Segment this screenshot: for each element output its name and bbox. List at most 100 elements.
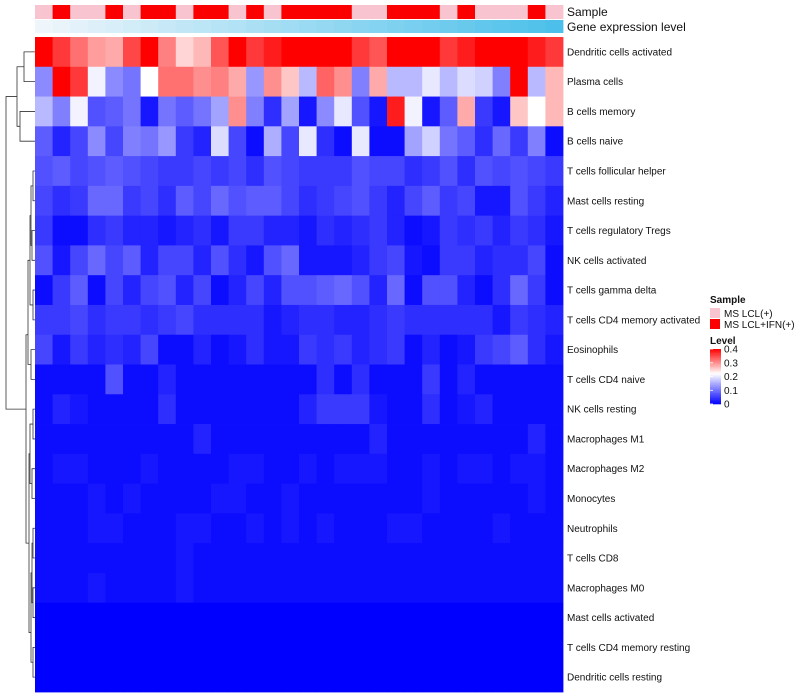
heatmap-cell bbox=[140, 156, 159, 187]
heatmap-cell bbox=[246, 394, 265, 425]
heatmap-cell bbox=[158, 602, 177, 633]
heatmap-cell bbox=[193, 543, 212, 574]
sample-annotation-cell bbox=[123, 5, 141, 19]
heatmap-cell bbox=[422, 394, 441, 425]
heatmap-cell bbox=[105, 245, 124, 276]
heatmap-cell bbox=[527, 453, 546, 484]
expression-annotation-cell bbox=[281, 20, 300, 33]
heatmap-cell bbox=[475, 185, 493, 217]
heatmap-cell bbox=[193, 126, 212, 157]
heatmap-cell bbox=[299, 215, 317, 246]
expression-annotation-cell bbox=[263, 20, 282, 33]
heatmap-cell bbox=[545, 66, 564, 97]
heatmap-cell bbox=[281, 126, 300, 157]
heatmap-cell bbox=[140, 424, 159, 455]
level-colorbar-segment bbox=[710, 360, 721, 362]
heatmap-cell bbox=[123, 275, 141, 306]
row-label: B cells naive bbox=[567, 137, 624, 148]
heatmap-cell bbox=[334, 275, 353, 306]
heatmap-cell bbox=[175, 156, 194, 187]
sample-annotation-label: Sample bbox=[567, 5, 608, 19]
heatmap-cell bbox=[422, 304, 441, 336]
dendrogram-branch bbox=[32, 289, 35, 321]
heatmap-cell bbox=[510, 66, 529, 97]
heatmap-cell bbox=[387, 126, 405, 157]
heatmap-cell bbox=[422, 126, 441, 157]
heatmap-cell bbox=[387, 602, 405, 633]
row-label: T cells follicular helper bbox=[567, 167, 666, 178]
heatmap-cell bbox=[351, 632, 370, 663]
heatmap-cell bbox=[387, 662, 405, 693]
heatmap-cell bbox=[87, 364, 106, 395]
level-tick-label: 0 bbox=[724, 400, 730, 411]
dendrogram-branch bbox=[32, 587, 35, 618]
heatmap-cell bbox=[510, 364, 529, 395]
heatmap-cell bbox=[334, 245, 353, 276]
heatmap-cell bbox=[439, 334, 458, 365]
sample-legend-label: MS LCL+IFN(+) bbox=[724, 320, 795, 331]
heatmap-cell bbox=[351, 453, 370, 484]
level-colorbar-segment bbox=[710, 382, 721, 384]
heatmap-cell bbox=[492, 394, 511, 425]
heatmap-cell bbox=[351, 37, 370, 68]
heatmap-cell bbox=[422, 543, 441, 574]
heatmap-cell bbox=[52, 66, 71, 97]
heatmap-cell bbox=[351, 245, 370, 276]
heatmap-cell bbox=[246, 483, 265, 514]
heatmap-cell bbox=[369, 364, 388, 395]
heatmap-cell bbox=[316, 483, 335, 514]
expression-annotation-cell bbox=[87, 20, 106, 33]
dendrogram-branch bbox=[16, 66, 24, 127]
heatmap-cell bbox=[70, 96, 89, 127]
heatmap-cell bbox=[510, 572, 529, 604]
heatmap-cell bbox=[211, 334, 229, 365]
heatmap-cell bbox=[158, 245, 177, 276]
level-colorbar-segment bbox=[710, 399, 721, 402]
heatmap-cell bbox=[475, 483, 493, 514]
sample-annotation-cell bbox=[439, 5, 458, 19]
heatmap-cell bbox=[545, 483, 564, 514]
level-colorbar-segment bbox=[710, 369, 721, 372]
heatmap-cell bbox=[193, 334, 212, 365]
sample-annotation-cell bbox=[52, 5, 71, 19]
heatmap-cell bbox=[351, 156, 370, 187]
heatmap-cell bbox=[404, 513, 423, 544]
heatmap-cell bbox=[457, 37, 476, 68]
heatmap-cell bbox=[351, 275, 370, 306]
heatmap-cell bbox=[70, 543, 89, 574]
heatmap-cell bbox=[545, 453, 564, 484]
expression-annotation-cell bbox=[299, 20, 317, 33]
level-tick-label: 0.2 bbox=[724, 372, 738, 383]
heatmap-cell bbox=[387, 96, 405, 127]
heatmap-cell bbox=[492, 37, 511, 68]
heatmap-cell bbox=[545, 156, 564, 187]
level-colorbar-segment bbox=[710, 379, 721, 381]
heatmap-cell bbox=[510, 96, 529, 127]
heatmap-cell bbox=[404, 453, 423, 484]
heatmap-cell bbox=[228, 543, 247, 574]
heatmap-cell bbox=[281, 185, 300, 217]
heatmap-cell bbox=[457, 66, 476, 97]
level-colorbar-segment bbox=[710, 397, 721, 399]
heatmap-cell bbox=[404, 602, 423, 633]
heatmap-cell bbox=[228, 37, 247, 68]
heatmap-cell bbox=[281, 215, 300, 246]
heatmap-cell bbox=[475, 543, 493, 574]
heatmap-cell bbox=[369, 304, 388, 336]
heatmap-cell bbox=[123, 304, 141, 336]
heatmap-cell bbox=[263, 126, 282, 157]
heatmap-cell bbox=[211, 275, 229, 306]
level-colorbar-segment bbox=[710, 364, 721, 366]
heatmap-cell bbox=[510, 513, 529, 544]
heatmap-cell bbox=[281, 364, 300, 395]
heatmap-cell bbox=[316, 662, 335, 693]
heatmap-cell bbox=[316, 453, 335, 484]
expression-annotation-cell bbox=[211, 20, 229, 33]
heatmap-cell bbox=[87, 126, 106, 157]
heatmap-cell bbox=[299, 662, 317, 693]
heatmap-cell bbox=[369, 424, 388, 455]
heatmap-cell bbox=[105, 513, 124, 544]
heatmap-cell bbox=[211, 602, 229, 633]
heatmap-cell bbox=[369, 453, 388, 484]
heatmap-cell bbox=[228, 66, 247, 97]
